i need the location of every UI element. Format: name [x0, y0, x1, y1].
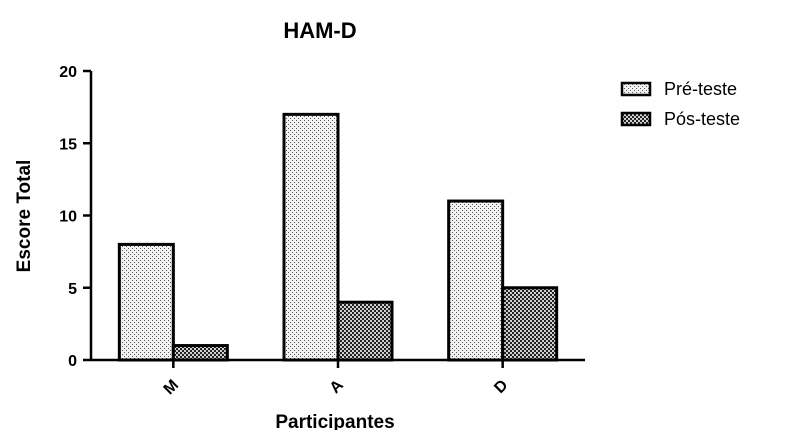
- legend-swatch: [620, 81, 652, 97]
- legend-swatch: [620, 111, 652, 127]
- y-tick-label: 20: [59, 64, 77, 81]
- legend-label: Pós-teste: [664, 109, 740, 129]
- x-axis-label: Participantes: [275, 412, 394, 430]
- y-tick-label: 15: [59, 136, 77, 153]
- x-tick-label: D: [491, 377, 511, 397]
- bar-m-series-1: [117, 242, 175, 362]
- legend: Pré-teste Pós-teste: [620, 79, 740, 129]
- legend-label: Pré-teste: [664, 79, 737, 99]
- chart-title: HAM-D: [283, 18, 356, 43]
- y-tick-label: 10: [59, 209, 77, 226]
- y-axis-label: Escore Total: [14, 160, 35, 273]
- x-tick-label: A: [327, 376, 348, 397]
- y-tick-label: 5: [68, 281, 77, 298]
- bar-m-series-2: [171, 344, 229, 362]
- bar-d-series-2: [501, 286, 559, 362]
- y-ticks-group: 0 5 10 15 20: [59, 64, 91, 370]
- x-tick-label: M: [161, 377, 182, 398]
- bars-group: [117, 112, 559, 362]
- bar-a-series-1: [282, 112, 340, 362]
- bar-a-series-2: [336, 300, 394, 362]
- bar-d-series-1: [447, 199, 505, 362]
- y-tick-label: 0: [68, 353, 77, 370]
